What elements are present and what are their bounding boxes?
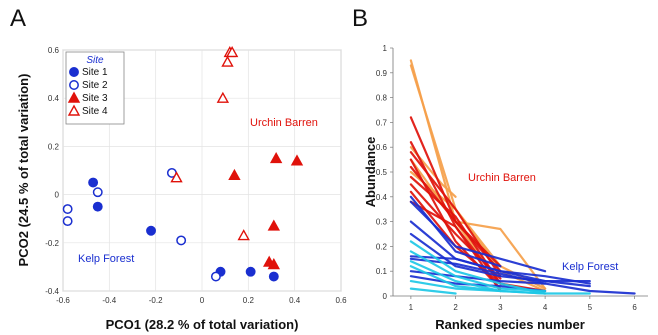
x-tick-label-b: 6 [632,303,637,312]
data-point-site-4 [216,91,230,103]
x-tick-label-a: -0.6 [56,296,70,305]
data-point-site-1 [146,225,156,236]
legend-marker-site-4 [67,104,81,116]
data-point-site-3 [290,154,304,166]
series-line-18 [409,232,591,283]
y-tick-label-b: 0.8 [376,94,388,103]
y-tick-label-b: 0.4 [376,193,388,202]
series-line-24 [409,250,547,293]
y-tick-label-b: 0.2 [376,242,388,251]
x-tick-label-a: 0.4 [289,296,301,305]
y-axis-label-a: PCO2 (24.5 % of total variation) [16,74,31,267]
series-line-27 [409,280,547,295]
x-tick-label-b: 3 [498,303,503,312]
x-tick-label-b: 5 [588,303,593,312]
series-line-15 [409,195,502,268]
series-line-12 [409,183,502,280]
data-point-site-1 [88,177,99,188]
series-line-5 [409,170,547,290]
data-point-site-2 [176,235,187,246]
annotation-urchin-barren-b: Urchin Barren [468,172,536,184]
x-axis-label-a: PCO1 (28.2 % of total variation) [106,317,299,332]
legend-label-site-1: Site 1 [82,67,108,78]
legend-label-site-2: Site 2 [82,80,108,91]
y-tick-label-b: 0.1 [376,267,388,276]
data-point-site-4 [170,171,183,183]
data-point-site-3 [269,152,283,164]
y-tick-label-b: 0.5 [376,168,388,177]
series-line-11 [409,175,547,293]
line-chart: 0 0.1 0.2 0.3 0.4 0.5 0.6 0.7 0.8 0.9 1 1 2 3 4 5 6 Rank… [363,44,648,332]
annotation-urchin-barren-a: Urchin Barren [250,117,318,129]
x-tick-label-b: 2 [453,303,458,312]
data-point-site-3 [228,168,241,181]
annotation-kelp-forest-b: Kelp Forest [562,261,618,273]
legend: Site Site 1 Site 2 Site 3 Site 4 [65,51,125,125]
series-line-21 [409,270,547,285]
data-point-site-4 [225,45,239,58]
data-point-site-3 [267,258,281,270]
x-tick-label-b: 4 [543,303,548,312]
data-point-site-3 [267,219,281,231]
legend-label-site-4: Site 4 [82,106,108,117]
y-tick-label-a: 0.2 [48,142,60,151]
legend-title: Site [86,55,104,66]
y-tick-label-b: 0.3 [376,218,388,227]
x-tick-label-a: 0 [200,296,205,305]
data-point-site-4 [221,55,234,67]
series-line-10 [409,165,502,268]
y-tick-label-a: -0.4 [45,287,59,296]
x-tick-label-b: 1 [409,303,414,312]
data-point-site-1 [268,271,279,282]
series-line-19 [409,255,591,288]
x-tick-label-a: 0.6 [335,296,347,305]
y-tick-label-b: 1 [383,44,388,53]
annotation-kelp-forest-a: Kelp Forest [78,253,134,265]
y-tick-label-b: 0.6 [376,143,388,152]
data-point-site-1 [92,201,103,212]
x-tick-label-a: -0.2 [149,296,163,305]
data-point-site-2 [62,216,73,227]
legend-marker-site-3 [67,91,81,103]
legend-marker-site-2 [69,80,79,90]
y-axis-label-b: Abundance [363,137,378,208]
x-tick-label-a: 0.2 [243,296,255,305]
y-tick-label-b: 0 [383,292,388,301]
y-tick-label-a: 0.4 [48,94,60,103]
legend-marker-site-1 [69,67,79,77]
series-line-23 [409,240,547,295]
x-axis-label-b: Ranked species number [435,317,585,332]
y-tick-label-a: -0.2 [45,239,59,248]
y-tick-label-b: 0.9 [376,69,388,78]
data-point-site-2 [210,271,221,282]
legend-label-site-3: Site 3 [82,93,108,104]
series-line-20 [409,257,636,295]
series-line-28 [409,287,457,295]
y-tick-label-a: 0 [55,191,60,200]
y-tick-label-a: 0.6 [48,46,60,55]
x-tick-label-a: -0.4 [102,296,116,305]
data-point-site-1 [245,266,256,277]
series-line-25 [409,260,502,293]
series-line-2 [409,64,547,293]
panel-label-a: A [10,5,26,32]
series-line-16 [409,200,547,273]
data-point-site-2 [62,204,73,215]
data-point-site-4 [237,229,250,241]
scatter-chart: -0.4-0.200.20.40.6-0.6 -0.4 -0.2 0 0.2 0.4 0.6… [16,45,347,332]
panel-label-b: B [352,5,368,32]
data-point-site-2 [92,187,103,198]
y-tick-label-b: 0.7 [376,118,388,127]
